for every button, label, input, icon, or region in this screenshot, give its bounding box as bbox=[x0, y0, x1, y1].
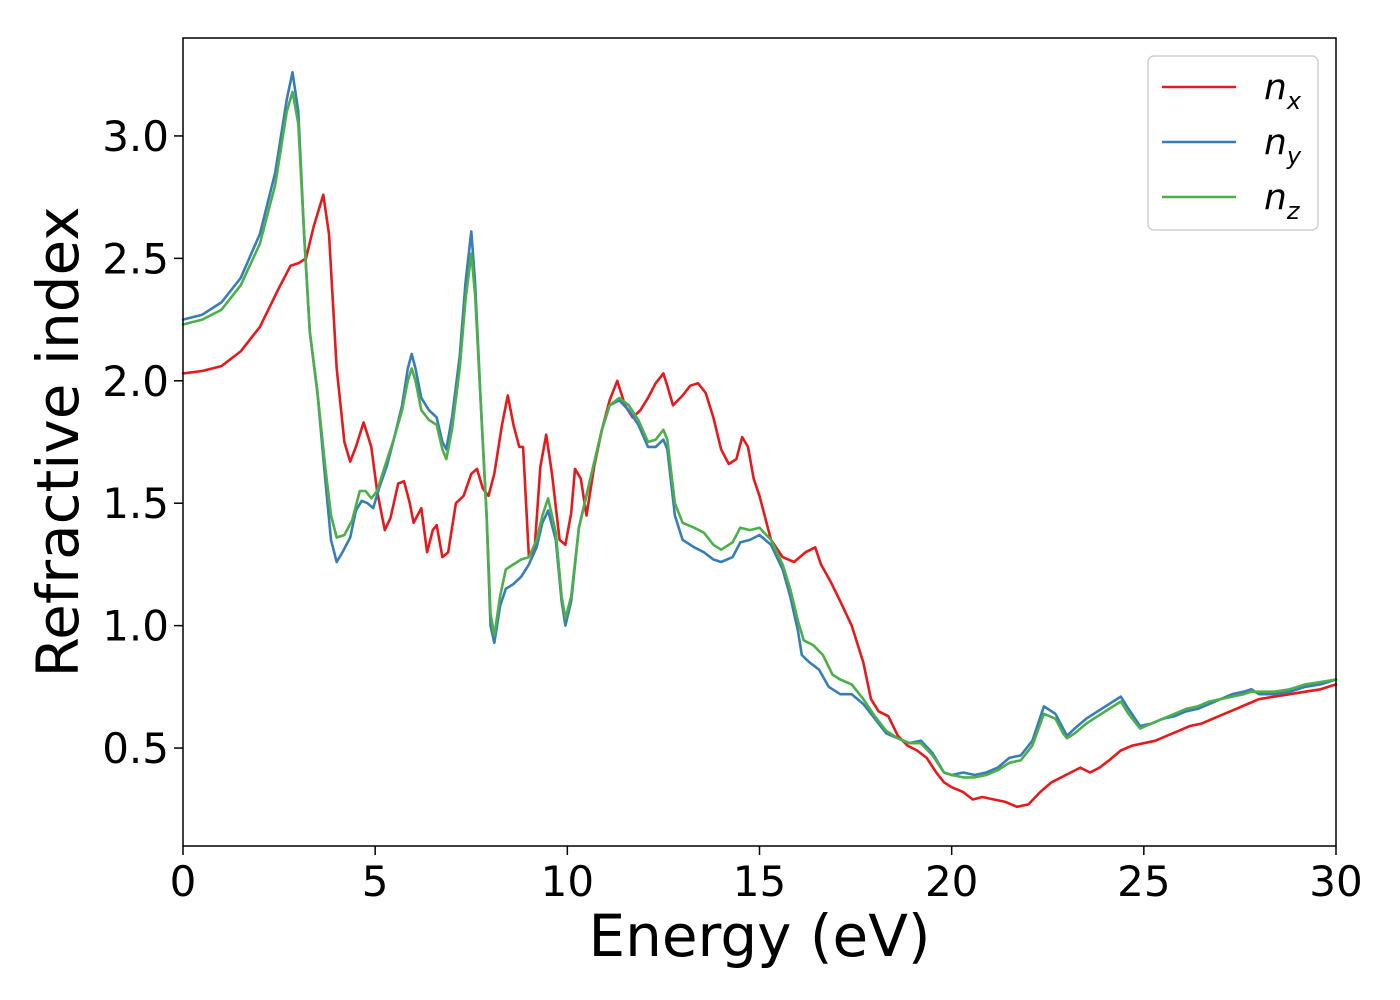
x-tick-label: 15 bbox=[733, 857, 786, 906]
series-layer bbox=[181, 71, 1338, 809]
legend-label-subscript: y bbox=[1286, 142, 1302, 170]
legend-label-base: n bbox=[1264, 67, 1287, 108]
y-tick-label: 2.0 bbox=[102, 357, 169, 406]
y-tick-label: 0.5 bbox=[102, 724, 169, 773]
series-line-nx bbox=[181, 193, 1338, 809]
x-tick-label: 5 bbox=[362, 857, 389, 906]
ticks-layer: 0 5 10 15 20 25 30 0.5 1.0 1.5 2.0 2.5 3.0 bbox=[102, 112, 1363, 906]
legend-label-base: n bbox=[1264, 177, 1287, 218]
y-tick-label: 1.5 bbox=[102, 479, 169, 528]
x-axis-title: Energy (eV) bbox=[588, 902, 930, 970]
x-tick-label: 25 bbox=[1117, 857, 1170, 906]
legend-label-nz: nz bbox=[1264, 177, 1301, 225]
legend-label-base: n bbox=[1264, 122, 1287, 163]
legend-label-nx: nx bbox=[1264, 67, 1302, 115]
legend-label-subscript: z bbox=[1286, 197, 1301, 225]
legend-label-ny: ny bbox=[1264, 122, 1302, 170]
x-tick-label: 10 bbox=[541, 857, 594, 906]
x-tick-label: 30 bbox=[1309, 857, 1362, 906]
x-tick-label: 20 bbox=[925, 857, 978, 906]
y-axis-title: Refractive index bbox=[24, 206, 92, 677]
series-line-nz bbox=[181, 90, 1338, 779]
y-tick-label: 2.5 bbox=[102, 234, 169, 283]
y-tick-label: 3.0 bbox=[102, 112, 169, 161]
y-tick-label: 1.0 bbox=[102, 602, 169, 651]
x-tick-label: 0 bbox=[170, 857, 197, 906]
legend-label-subscript: x bbox=[1286, 87, 1302, 115]
